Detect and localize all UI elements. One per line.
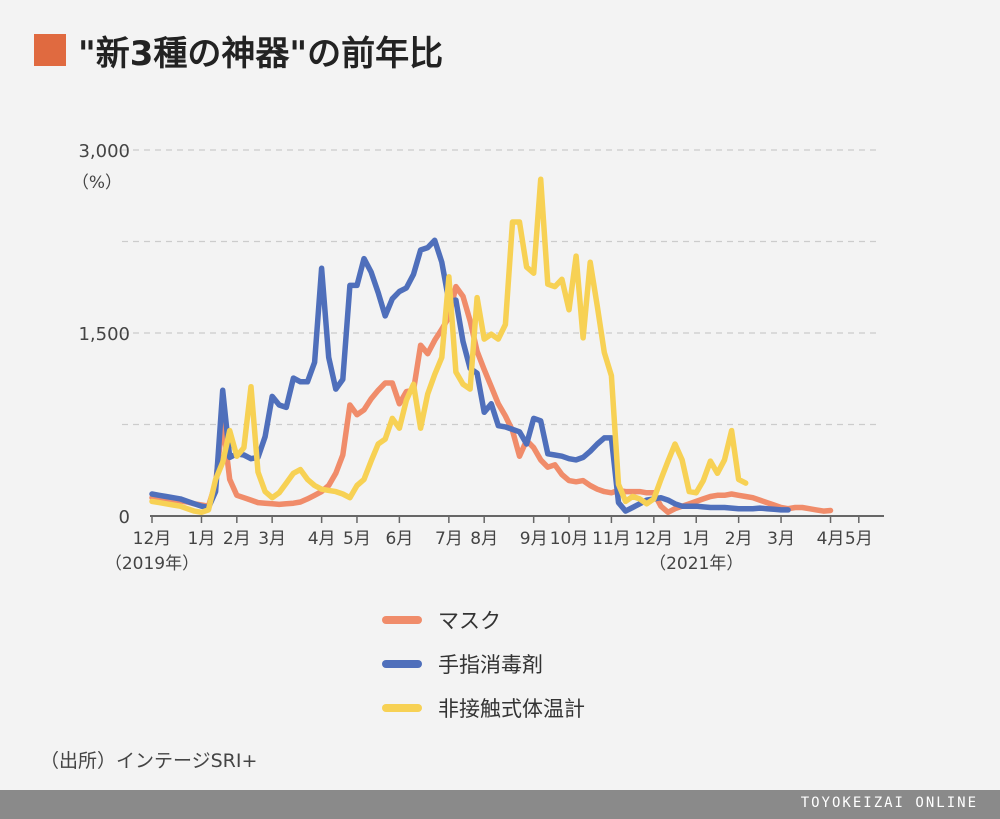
x-tick-label: 3月 bbox=[258, 529, 286, 549]
y-tick-label: 3,000 bbox=[78, 141, 130, 162]
y-axis-unit: （%） bbox=[72, 173, 122, 193]
x-tick-label: 6月 bbox=[385, 529, 413, 549]
series-line-thermometer bbox=[149, 176, 749, 516]
legend-item-sanitizer: 手指消毒剤 bbox=[382, 642, 585, 686]
x-tick-label: 9月 bbox=[520, 529, 548, 549]
legend-swatch-mask bbox=[382, 616, 422, 624]
footer-bar: TOYOKEIZAI ONLINE bbox=[0, 790, 1000, 819]
x-tick-label: 1月 bbox=[682, 529, 710, 549]
chart-title: "新3種の神器"の前年比 bbox=[78, 33, 444, 74]
legend-label-thermometer: 非接触式体温計 bbox=[438, 697, 585, 721]
x-tick-label: 10月 bbox=[550, 529, 589, 549]
chart-title-block: "新3種の神器"の前年比 bbox=[34, 28, 444, 74]
x-tick-label: 11月 bbox=[592, 529, 631, 549]
legend-label-mask: マスク bbox=[438, 609, 501, 633]
x-tick-label: 8月 bbox=[470, 529, 498, 549]
series-layer bbox=[149, 176, 834, 516]
x-year-label: （2019年） bbox=[105, 554, 199, 574]
x-tick-label: 3月 bbox=[767, 529, 795, 549]
x-year-label: （2021年） bbox=[649, 554, 743, 574]
x-tick-label: 5月 bbox=[343, 529, 371, 549]
title-marker bbox=[34, 34, 66, 66]
x-tick-label: 12月 bbox=[635, 529, 674, 549]
legend: マスク 手指消毒剤 非接触式体温計 bbox=[382, 598, 585, 730]
x-tick-label: 4月 bbox=[817, 529, 845, 549]
x-tick-label: 4月 bbox=[308, 529, 336, 549]
legend-item-thermometer: 非接触式体温計 bbox=[382, 686, 585, 730]
source-note: （出所）インテージSRI+ bbox=[40, 750, 258, 772]
y-tick-label: 0 bbox=[119, 507, 130, 528]
x-tick-label: 5月 bbox=[845, 529, 873, 549]
series-line-mask bbox=[149, 283, 834, 516]
legend-swatch-thermometer bbox=[382, 704, 422, 712]
legend-label-sanitizer: 手指消毒剤 bbox=[438, 653, 543, 677]
grid-layer bbox=[122, 149, 880, 426]
legend-item-mask: マスク bbox=[382, 598, 585, 642]
x-tick-label: 2月 bbox=[223, 529, 251, 549]
x-tick-label: 12月 bbox=[133, 529, 172, 549]
footer-brand: TOYOKEIZAI ONLINE bbox=[800, 795, 978, 811]
x-tick-label: 2月 bbox=[725, 529, 753, 549]
x-tick-label: 7月 bbox=[435, 529, 463, 549]
legend-swatch-sanitizer bbox=[382, 660, 422, 668]
x-tick-label: 1月 bbox=[188, 529, 216, 549]
y-tick-label: 1,500 bbox=[78, 324, 130, 345]
